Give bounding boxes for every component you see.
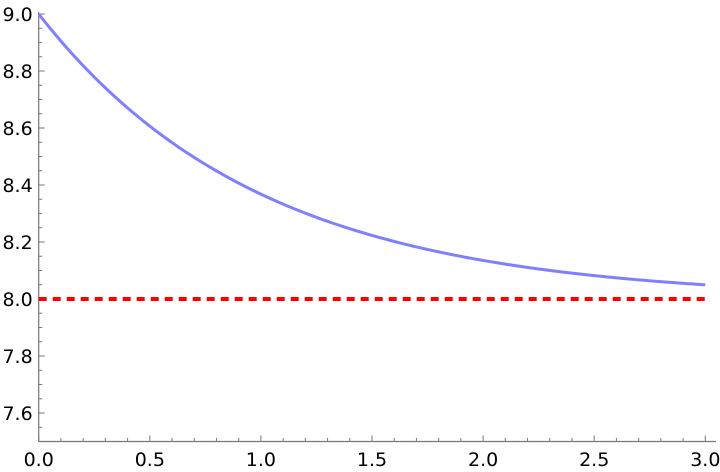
x-tick-label: 1.0 <box>246 449 276 471</box>
decay-curve <box>37 13 706 287</box>
y-tick-label: 8.4 <box>2 175 32 197</box>
y-tick-label: 8.2 <box>2 232 32 254</box>
y-tick-label: 9.0 <box>2 4 32 26</box>
x-tick-label: 1.5 <box>357 449 387 471</box>
x-tick-label: 2.0 <box>468 449 498 471</box>
x-tick-label: 3.0 <box>690 449 720 471</box>
y-tick-label: 8.6 <box>2 118 32 140</box>
y-tick-label: 8.0 <box>2 289 32 311</box>
x-tick-label: 2.5 <box>579 449 609 471</box>
x-tick-label: 0.0 <box>24 449 54 471</box>
y-tick-label: 7.8 <box>2 346 32 368</box>
y-tick-label: 8.8 <box>2 61 32 83</box>
x-tick-label: 0.5 <box>135 449 165 471</box>
chart-marks: 0.0 0.5 1.0 1.5 2.0 2.5 3.0 7.6 7.8 8.0 8.2 8.4 8.6 8… <box>2 4 720 471</box>
y-tick-label: 7.6 <box>2 403 32 425</box>
